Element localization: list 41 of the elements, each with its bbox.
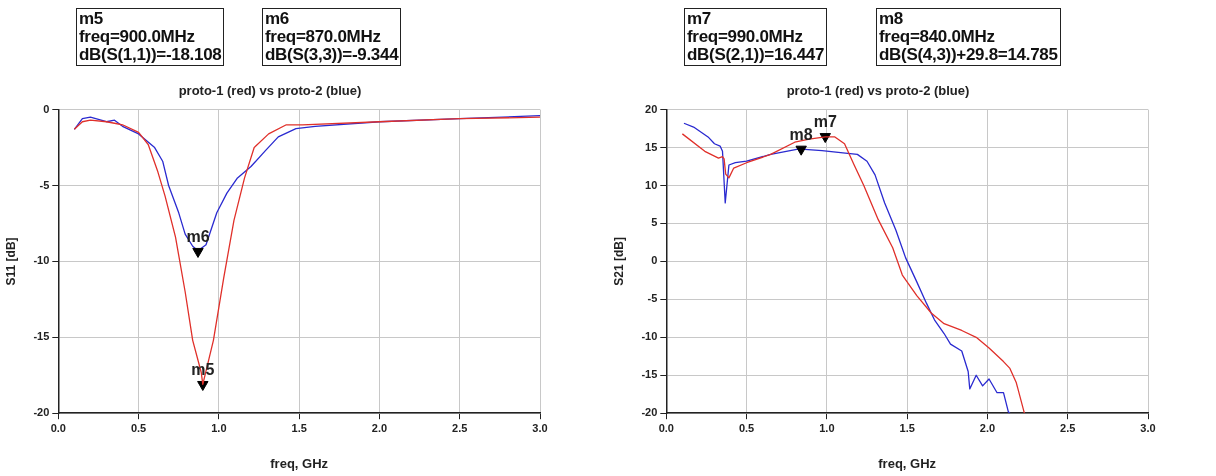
- text: m6 freq=870.0MHz dB(S(3,3))=-9.344: [262, 8, 402, 66]
- text: m7 freq=990.0MHz dB(S(2,1))=16.447: [684, 8, 828, 66]
- y-tick-label: -20: [33, 406, 50, 419]
- y-tick-label: -15: [33, 330, 50, 343]
- x-tick-label: 0.5: [130, 421, 147, 434]
- y-tick-label: -5: [39, 178, 50, 191]
- x-tick-label: 0.0: [658, 421, 674, 434]
- y-tick-label: -5: [647, 292, 658, 305]
- x-tick-label: 3.0: [1140, 421, 1156, 434]
- x-tick-label: 2.0: [371, 421, 388, 434]
- y-tick-label: 20: [645, 102, 658, 115]
- y-tick-label: -15: [641, 368, 658, 381]
- y-tick-label: 0: [651, 254, 658, 267]
- y-tick-label: -20: [641, 406, 658, 419]
- x-tick-label: 3.0: [532, 421, 548, 434]
- y-tick-label: 15: [645, 140, 658, 153]
- y-tick-label: 10: [645, 178, 658, 191]
- x-tick-label: 0.5: [738, 421, 755, 434]
- x-axis-title: freq, GHz: [270, 455, 329, 471]
- chart-title: proto-1 (red) vs proto-2 (blue): [786, 83, 970, 99]
- x-tick-label: 0.0: [50, 421, 66, 434]
- annotation: m6: [186, 227, 210, 245]
- text: m8 freq=840.0MHz dB(S(4,3))+29.8=14.785: [876, 8, 1061, 66]
- x-tick-label: 2.0: [979, 421, 996, 434]
- y-tick-label: -10: [33, 254, 50, 267]
- y-axis-title: S11 [dB]: [3, 237, 18, 286]
- y-tick-label: -10: [641, 330, 658, 343]
- x-tick-label: 1.0: [211, 421, 227, 434]
- y-tick-label: 5: [651, 216, 658, 229]
- x-axis-title: freq, GHz: [878, 455, 937, 471]
- y-tick-label: 0: [43, 102, 50, 115]
- x-tick-label: 2.5: [1060, 421, 1076, 434]
- x-tick-label: 1.5: [899, 421, 915, 434]
- x-tick-label: 2.5: [452, 421, 468, 434]
- y-axis-title: S21 [dB]: [611, 237, 626, 286]
- chart-title: proto-1 (red) vs proto-2 (blue): [178, 83, 362, 99]
- annotation: m7: [813, 112, 837, 130]
- x-tick-label: 1.0: [819, 421, 835, 434]
- x-tick-label: 1.5: [291, 421, 307, 434]
- text: m5 freq=900.0MHz dB(S(1,1))=-18.108: [76, 8, 225, 66]
- annotation: m8: [789, 125, 813, 143]
